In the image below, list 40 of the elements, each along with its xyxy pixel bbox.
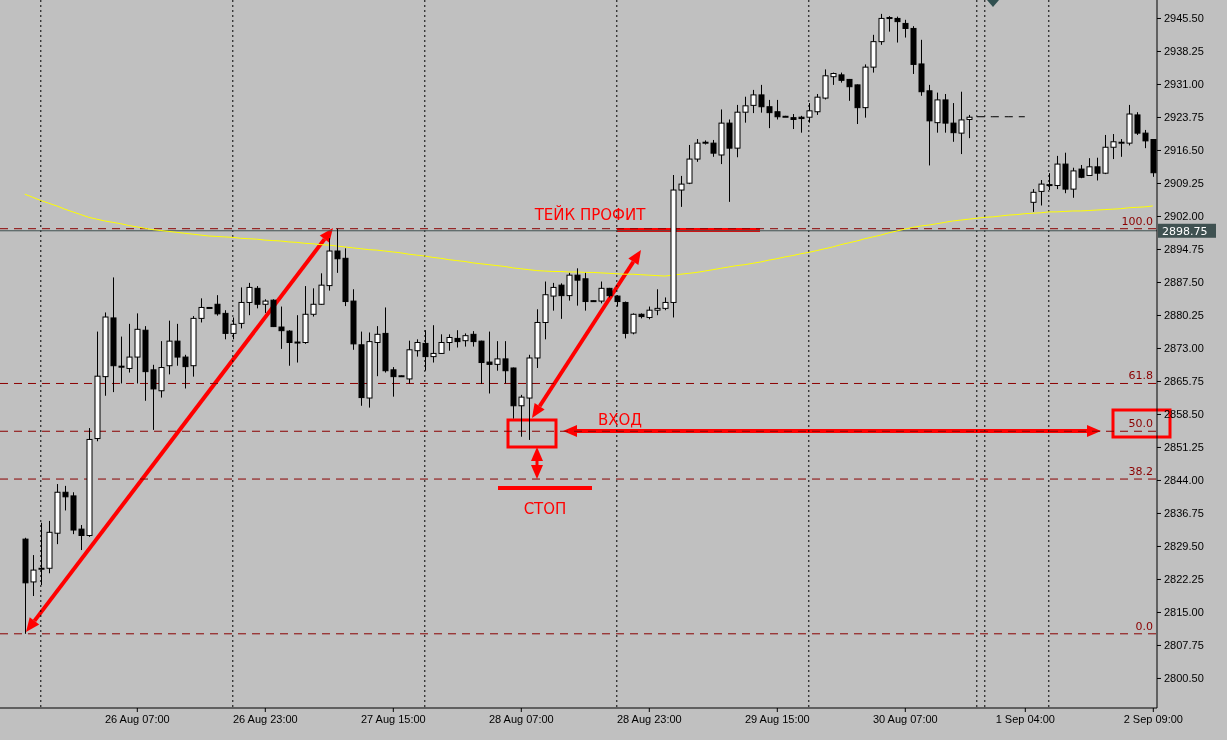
y-tick-label: 2844.00 — [1164, 473, 1204, 486]
y-tick-label: 2807.75 — [1164, 638, 1204, 651]
y-tick-label: 2873.00 — [1164, 341, 1204, 354]
x-tick-label: 1 Sep 04:00 — [995, 712, 1055, 725]
y-tick-label: 2916.50 — [1164, 143, 1204, 156]
y-tick-label: 2829.50 — [1164, 539, 1204, 552]
annotation: ТЕЙК ПРОФИТ — [533, 204, 647, 224]
y-tick-label: 2931.00 — [1164, 78, 1204, 90]
x-tick-label: 29 Aug 15:00 — [744, 712, 810, 725]
x-tick-label: 26 Aug 23:00 — [232, 712, 298, 725]
annotation: 38.2 — [1128, 465, 1153, 479]
y-tick-label: 2851.25 — [1164, 440, 1204, 453]
annotation: ВХОД — [598, 411, 643, 430]
y-tick-label: 2938.25 — [1164, 45, 1204, 57]
candlestick — [1030, 188, 1037, 213]
y-tick-label: 2902.00 — [1164, 209, 1204, 222]
y-tick-label: 2800.50 — [1164, 671, 1204, 684]
y-tick-label: 2880.25 — [1164, 308, 1204, 321]
y-tick-label: 2836.75 — [1164, 506, 1204, 519]
annotation: 50.0 — [1128, 417, 1153, 431]
ref-line-label: 2898.75 — [1162, 224, 1208, 238]
y-tick-label: 2815.00 — [1164, 605, 1204, 618]
y-tick-label: 2887.50 — [1164, 275, 1204, 288]
x-tick-label: 30 Aug 07:00 — [872, 712, 938, 725]
x-tick-label: 2 Sep 09:00 — [1123, 712, 1183, 725]
x-tick-label: 26 Aug 07:00 — [104, 712, 170, 725]
annotation: СТОП — [523, 500, 567, 518]
annotation: 100.0 — [1121, 214, 1153, 228]
x-tick-label: 28 Aug 07:00 — [488, 712, 554, 725]
y-tick-label: 2945.50 — [1164, 12, 1204, 24]
y-tick-label: 2923.75 — [1164, 111, 1204, 123]
x-tick-label: 27 Aug 15:00 — [360, 712, 426, 725]
y-tick-label: 2909.25 — [1164, 176, 1204, 189]
y-tick-label: 2822.25 — [1164, 572, 1204, 585]
y-tick-label: 2865.75 — [1164, 374, 1204, 387]
y-tick-label: 2894.75 — [1164, 242, 1204, 255]
line-series — [24, 193, 1154, 277]
x-tick-label: 28 Aug 23:00 — [616, 712, 682, 725]
annotation: 0.0 — [1135, 619, 1153, 633]
annotation: 61.8 — [1128, 369, 1153, 383]
